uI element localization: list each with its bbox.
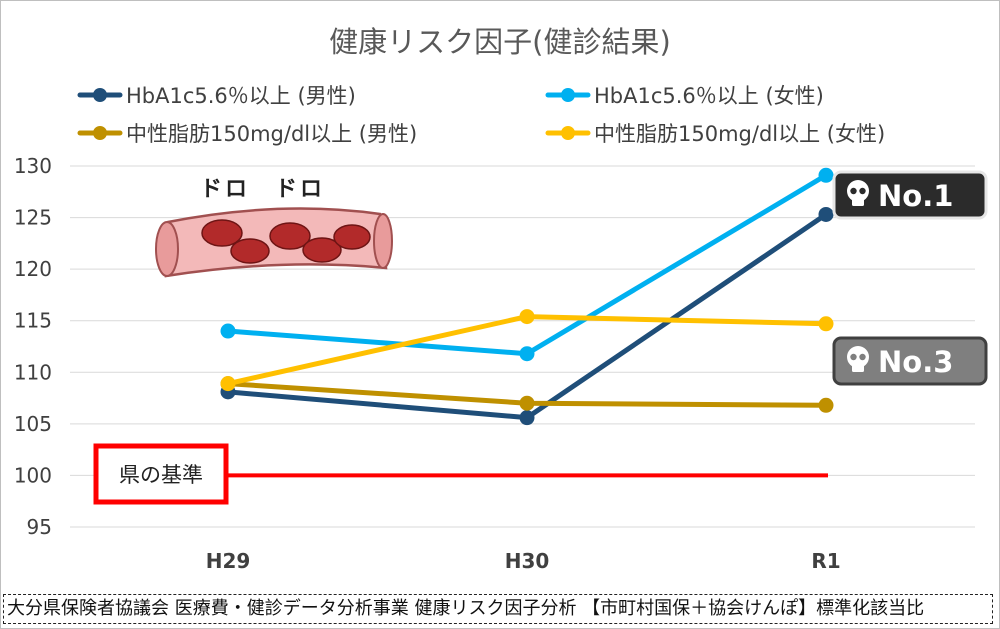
- skull-jaw: [852, 364, 864, 372]
- y-tick-label: 125: [14, 206, 52, 230]
- x-axis: H29 H30 R1: [206, 549, 841, 573]
- vessel-end: [373, 213, 393, 269]
- skull-jaw: [852, 198, 864, 206]
- y-tick-label: 105: [14, 412, 52, 436]
- blood-vessel-icon: ドロ ドロ: [155, 177, 393, 278]
- reference-label: 県の基準: [119, 463, 203, 487]
- legend-item: 中性脂肪150mg/dl以上 (女性): [545, 122, 885, 146]
- x-tick-label: H30: [505, 549, 550, 573]
- legend-swatch-marker: [561, 126, 575, 140]
- data-point: [519, 395, 535, 411]
- skull-eye: [859, 187, 866, 195]
- rank-badges: No.1 No.3: [832, 170, 988, 386]
- series-lines: [220, 167, 834, 426]
- data-point: [818, 167, 834, 183]
- legend-label: 中性脂肪150mg/dl以上 (男性): [126, 122, 417, 146]
- y-axis: 95 100 105 110 115 120 125 130: [14, 154, 52, 539]
- legend: HbA1c5.6％以上 (男性) HbA1c5.6％以上 (女性) 中性脂肪150m…: [77, 84, 885, 146]
- y-tick-label: 115: [14, 309, 52, 333]
- rank-badge-bg: [832, 336, 988, 386]
- skull-eye: [850, 353, 857, 361]
- blood-clot: [230, 238, 270, 264]
- y-tick-label: 95: [27, 515, 52, 539]
- x-tick-label: H29: [206, 549, 251, 573]
- skull-eye: [859, 353, 866, 361]
- legend-swatch-marker: [93, 126, 107, 140]
- rank-badge-label: No.1: [878, 179, 953, 213]
- rank-badge-bg: [832, 170, 988, 220]
- data-point: [220, 376, 236, 392]
- blood-clot: [201, 219, 243, 247]
- legend-item: HbA1c5.6％以上 (男性): [77, 84, 356, 108]
- legend-label: 中性脂肪150mg/dl以上 (女性): [594, 122, 885, 146]
- data-point: [519, 346, 535, 362]
- vessel-end: [155, 221, 179, 277]
- chart-title: 健康リスク因子(健診結果): [329, 25, 671, 59]
- data-point: [818, 397, 834, 413]
- data-point: [519, 410, 535, 426]
- data-point: [818, 206, 834, 222]
- illustration-label: ドロ ドロ: [200, 177, 325, 202]
- data-point: [818, 316, 834, 332]
- source-note: 大分県保険者協議会 医療費・健診データ分析事業 健康リスク因子分析 【市町村国保…: [3, 594, 993, 624]
- blood-clot: [269, 222, 311, 250]
- y-tick-label: 130: [14, 154, 52, 178]
- data-point: [519, 309, 535, 325]
- rank-badge: No.1: [832, 170, 988, 220]
- skull-icon: [847, 180, 869, 206]
- legend-label: HbA1c5.6％以上 (女性): [594, 84, 824, 108]
- y-tick-label: 120: [14, 257, 52, 281]
- data-point: [220, 323, 236, 339]
- y-tick-label: 100: [14, 463, 52, 487]
- skull-head: [847, 346, 869, 368]
- blood-clot: [302, 237, 342, 263]
- blood-clot: [333, 224, 371, 250]
- legend-swatch-marker: [561, 88, 575, 102]
- skull-eye: [850, 187, 857, 195]
- reference-label-box: [93, 443, 229, 505]
- legend-item: HbA1c5.6％以上 (女性): [545, 84, 824, 108]
- y-tick-label: 110: [14, 360, 52, 384]
- rank-badge-label: No.3: [878, 345, 953, 379]
- x-tick-label: R1: [811, 549, 840, 573]
- legend-label: HbA1c5.6％以上 (男性): [126, 84, 356, 108]
- skull-icon: [847, 346, 869, 372]
- reference-line: 県の基準: [93, 443, 828, 505]
- legend-swatch-marker: [93, 88, 107, 102]
- rank-badge: No.3: [832, 336, 988, 386]
- skull-head: [847, 180, 869, 202]
- legend-item: 中性脂肪150mg/dl以上 (男性): [77, 122, 417, 146]
